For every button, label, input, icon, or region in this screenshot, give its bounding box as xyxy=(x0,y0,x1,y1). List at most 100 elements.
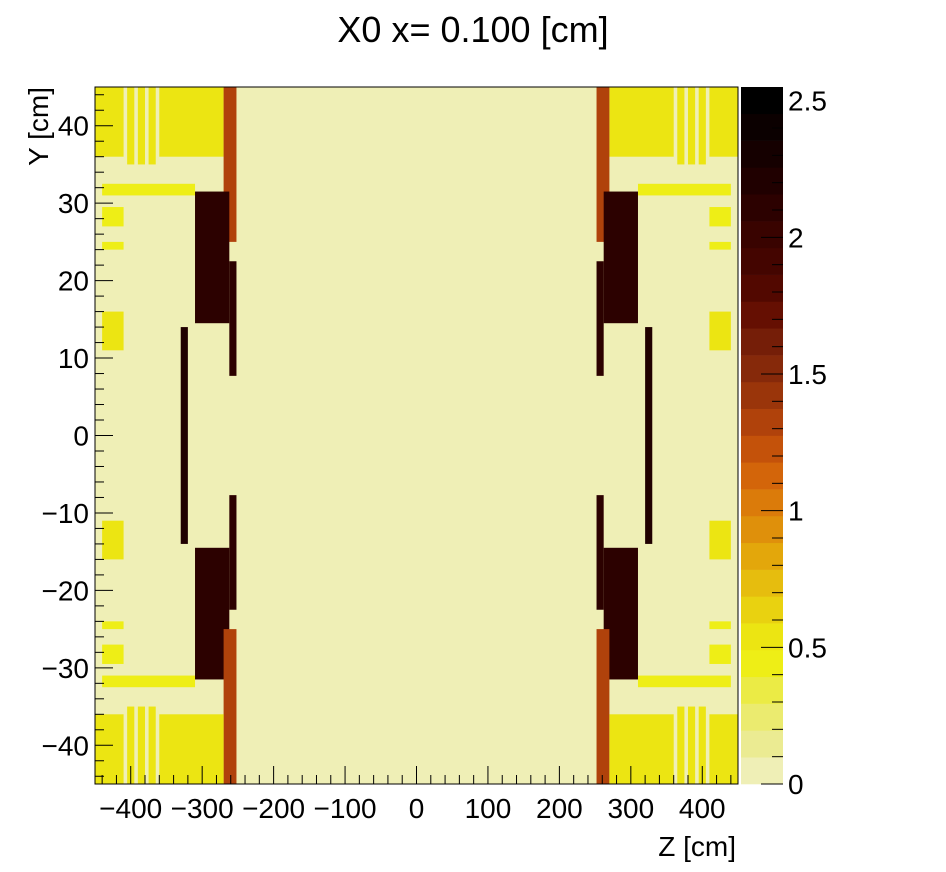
color-scale-axis: 0 0.5 1 1.5 2 2.5 xyxy=(761,86,827,800)
heatmap-cell xyxy=(229,261,237,376)
x-tick-label: 300 xyxy=(607,793,654,824)
color-scale-swatch xyxy=(741,381,783,409)
heatmap-cell xyxy=(148,706,156,784)
color-scale-swatch xyxy=(741,140,783,168)
heatmap-cell xyxy=(229,495,237,610)
x-tick-label: 200 xyxy=(536,793,583,824)
color-scale-swatch xyxy=(741,408,783,436)
heatmap-cell xyxy=(102,675,196,688)
heatmap-cell xyxy=(687,87,696,165)
x-tick-label: 400 xyxy=(679,793,726,824)
heatmap-cell xyxy=(102,520,124,560)
heatmap-cell xyxy=(677,706,685,784)
heatmap-cell xyxy=(637,183,731,196)
y-tick-label: −40 xyxy=(42,730,90,761)
color-scale-tick-label: 2.5 xyxy=(788,86,827,117)
heatmap-cell xyxy=(709,621,731,630)
heatmap-cell xyxy=(102,241,124,250)
heatmap-cell xyxy=(709,520,731,560)
y-tick-label: −30 xyxy=(42,653,90,684)
plot-area xyxy=(94,86,739,785)
heatmap-cell xyxy=(603,191,638,324)
color-scale-tick-label: 0 xyxy=(788,769,804,800)
x-tick-label: 0 xyxy=(409,793,425,824)
color-scale-swatch xyxy=(741,730,783,758)
heatmap-cell xyxy=(102,183,196,196)
color-scale-swatch xyxy=(741,569,783,597)
heatmap-cell xyxy=(603,547,638,680)
color-scale-swatch xyxy=(741,221,783,249)
heatmap-cell xyxy=(180,327,188,544)
heatmap-cell xyxy=(609,714,674,784)
heatmap-cell xyxy=(596,495,604,610)
heatmap-cell xyxy=(195,547,230,680)
heatmap-cell xyxy=(102,207,124,227)
color-scale-swatch xyxy=(741,167,783,195)
x-tick-label: −200 xyxy=(242,793,305,824)
heatmap-cell xyxy=(709,714,738,784)
y-tick-label: 40 xyxy=(58,111,89,142)
color-scale-swatch xyxy=(741,703,783,731)
color-scale-swatch xyxy=(741,247,783,275)
heatmap-cell xyxy=(677,87,685,165)
color-scale-swatch xyxy=(741,194,783,222)
color-scale-swatch xyxy=(741,113,783,141)
x-tick-label: −400 xyxy=(99,793,162,824)
heatmap-cell xyxy=(709,207,731,227)
chart-title: X0 x= 0.100 [cm] xyxy=(337,9,608,50)
color-scale-swatch xyxy=(741,328,783,356)
color-scale-swatch xyxy=(741,489,783,517)
heatmap-cell xyxy=(95,87,124,157)
heatmap-cell xyxy=(645,327,653,544)
heatmap-cell xyxy=(698,87,706,165)
heatmap-cell xyxy=(609,87,674,157)
color-scale-swatch xyxy=(741,757,783,785)
heatmap-cell xyxy=(127,706,135,784)
heatmap-cell xyxy=(223,629,237,784)
heatmap-cell xyxy=(709,311,731,351)
y-tick-label: 30 xyxy=(58,188,89,219)
heatmap-cell xyxy=(102,644,124,664)
color-scale-swatch xyxy=(741,649,783,678)
heatmap-cell xyxy=(95,714,124,784)
color-scale-tick-label: 1 xyxy=(788,496,804,527)
heatmap-cell xyxy=(709,644,731,664)
heatmap-cell xyxy=(127,87,135,165)
y-tick-label: −10 xyxy=(42,498,90,529)
color-scale-swatch xyxy=(741,435,783,463)
color-scale-swatch xyxy=(741,515,783,544)
color-scale-swatch xyxy=(741,301,783,329)
y-tick-label: 10 xyxy=(58,343,89,374)
y-axis-label: Y [cm] xyxy=(23,87,54,166)
heatmap-cell xyxy=(102,311,124,351)
heatmap-cell xyxy=(596,629,610,784)
heatmap-cell xyxy=(137,87,146,165)
heatmap-cell xyxy=(137,706,146,784)
color-scale-swatch xyxy=(741,596,783,624)
heatmap-cell xyxy=(102,621,124,630)
color-scale-tick-label: 0.5 xyxy=(788,632,827,663)
x-tick-label: −100 xyxy=(314,793,377,824)
heatmap-cell xyxy=(637,675,731,688)
x-axis: −400 −300 −200 −100 0 100 200 300 400 xyxy=(99,766,732,824)
heatmap-cell xyxy=(709,87,738,157)
heatmap-cell xyxy=(709,241,731,250)
x-tick-label: 100 xyxy=(465,793,512,824)
heatmap-cell xyxy=(698,706,706,784)
color-scale-tick-label: 2 xyxy=(788,222,804,253)
heatmap-cell xyxy=(687,706,696,784)
y-axis: −40 −30 −20 −10 0 10 20 30 40 xyxy=(42,94,113,777)
x-tick-label: −300 xyxy=(171,793,234,824)
color-scale-swatch xyxy=(741,355,783,383)
heatmap-cells xyxy=(95,87,738,784)
heatmap-cell xyxy=(596,261,604,376)
color-scale-tick-label: 1.5 xyxy=(788,359,827,390)
color-scale-bar xyxy=(741,87,783,785)
y-tick-label: 20 xyxy=(58,266,89,297)
heatmap-cell xyxy=(195,191,230,324)
y-tick-label: −20 xyxy=(42,575,90,606)
heatmap-cell xyxy=(148,87,156,165)
x-axis-label: Z [cm] xyxy=(658,831,736,862)
color-scale-swatch xyxy=(741,462,783,490)
